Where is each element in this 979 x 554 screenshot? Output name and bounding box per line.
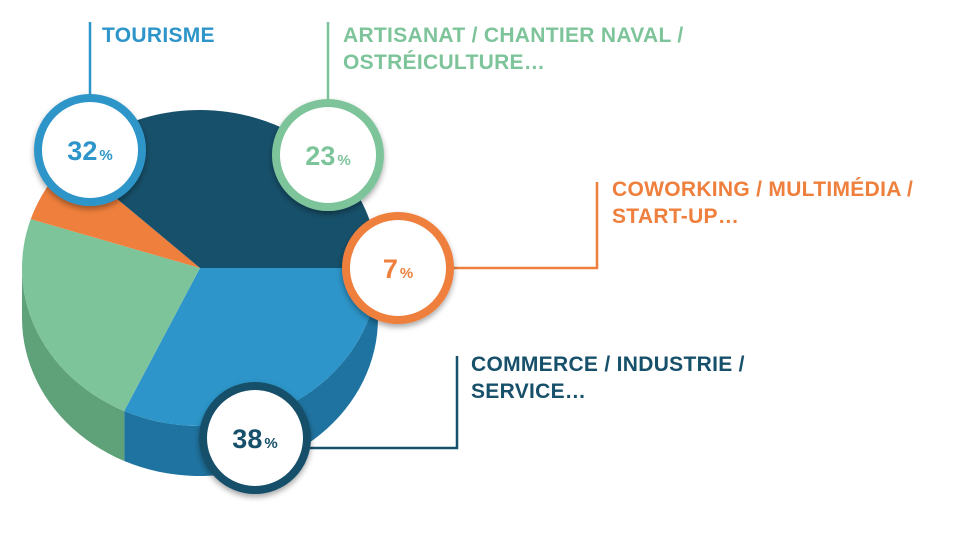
category-label-line: TOURISME bbox=[102, 24, 215, 47]
category-label-commerce: COMMERCE / INDUSTRIE / SERVICE… bbox=[471, 353, 745, 403]
category-label-line: COWORKING / MULTIMÉDIA / bbox=[612, 178, 913, 201]
category-label-coworking: COWORKING / MULTIMÉDIA / START-UP… bbox=[612, 178, 913, 228]
category-label-line: OSTRÉICULTURE… bbox=[343, 51, 545, 74]
bubble-ring-coworking bbox=[346, 216, 450, 320]
value-bubble-commerce: 38% bbox=[203, 386, 307, 490]
value-bubble-tourisme: 32% bbox=[38, 98, 142, 202]
value-bubble-coworking: 7% bbox=[346, 216, 450, 320]
category-label-line: START-UP… bbox=[612, 205, 739, 228]
category-label-line: SERVICE… bbox=[471, 380, 586, 403]
category-label-artisanat: ARTISANAT / CHANTIER NAVAL / OSTRÉICULTUR… bbox=[343, 24, 684, 74]
category-label-line: COMMERCE / INDUSTRIE / bbox=[471, 353, 745, 376]
category-label-line: ARTISANAT / CHANTIER NAVAL / bbox=[343, 24, 684, 47]
leader-line-coworking bbox=[450, 182, 597, 268]
value-bubble-artisanat: 23% bbox=[276, 103, 380, 207]
category-label-tourisme: TOURISME bbox=[102, 24, 215, 47]
